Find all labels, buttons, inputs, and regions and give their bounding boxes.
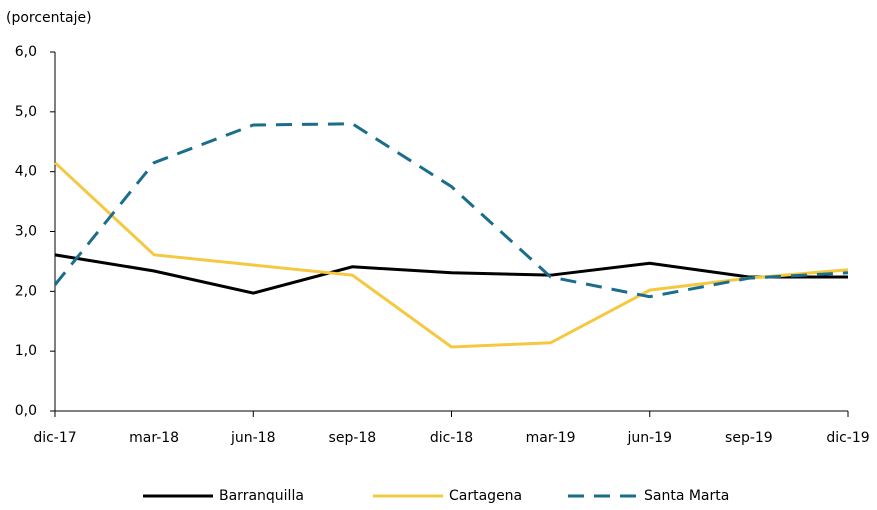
series-line [53, 122, 849, 299]
x-tick-label: dic-19 [826, 430, 869, 446]
x-tick-label: sep-19 [725, 430, 773, 446]
y-tick-label: 3,0 [15, 224, 37, 240]
y-axis-label: (porcentaje) [6, 10, 92, 26]
series-line [54, 253, 848, 295]
legend-label: Cartagena [449, 488, 522, 504]
legend-label: Barranquilla [219, 488, 304, 504]
y-tick-label: 5,0 [15, 104, 37, 120]
x-tick-label: dic-18 [430, 430, 473, 446]
x-tick-label: sep-18 [329, 430, 377, 446]
y-tick-label: 6,0 [15, 44, 37, 60]
x-tick-label: dic-17 [33, 430, 76, 446]
x-tick-label: mar-19 [526, 430, 576, 446]
y-tick-label: 2,0 [15, 283, 37, 299]
y-tick-label: 0,0 [15, 403, 37, 419]
x-tick-label: mar-18 [129, 430, 179, 446]
y-tick-label: 1,0 [15, 343, 37, 359]
x-tick-label: jun-19 [626, 430, 672, 446]
legend-label: Santa Marta [644, 488, 729, 504]
x-tick-label: jun-18 [230, 430, 276, 446]
series-line [53, 161, 849, 349]
y-tick-label: 4,0 [15, 164, 37, 180]
